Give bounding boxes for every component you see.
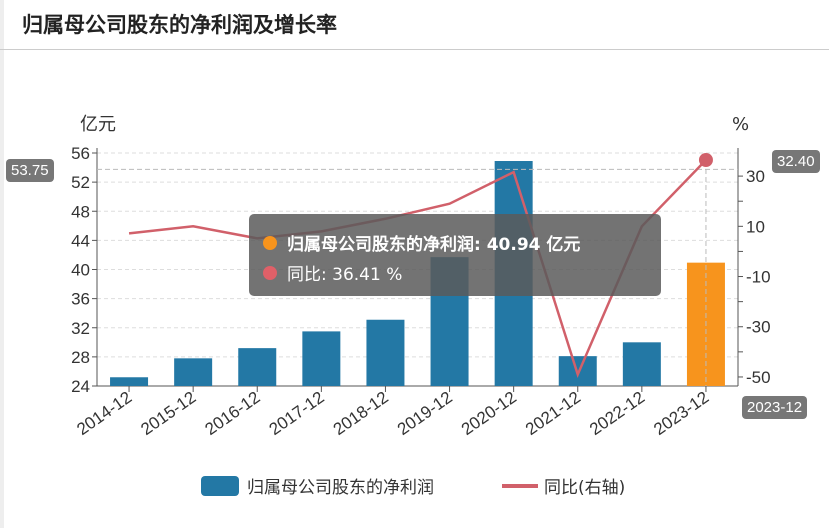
left-axis-tick-label: 44 bbox=[71, 231, 90, 250]
header: 归属母公司股东的净利润及增长率 bbox=[0, 0, 829, 50]
right-axis-tick-label: -10 bbox=[746, 268, 771, 287]
right-axis-tick-label: 30 bbox=[746, 167, 765, 186]
x-axis-tick-label: 2019-12 bbox=[394, 388, 456, 439]
legend-bar-label: 归属母公司股东的净利润 bbox=[247, 478, 434, 498]
x-axis-tick-label: 2023-12 bbox=[650, 388, 712, 439]
right-axis-tick-label: -30 bbox=[746, 318, 771, 337]
bar bbox=[174, 358, 213, 386]
right-axis-tick-label: -50 bbox=[746, 368, 771, 387]
x-axis-tick-label: 2018-12 bbox=[330, 388, 392, 439]
left-axis-tick-label: 28 bbox=[71, 348, 90, 367]
left-border bbox=[0, 0, 4, 528]
x-axis-tick-label: 2015-12 bbox=[137, 388, 199, 439]
left-axis-tick-label: 52 bbox=[71, 173, 90, 192]
x-axis-tick-label: 2016-12 bbox=[202, 388, 264, 439]
left-axis-tick-label: 56 bbox=[71, 144, 90, 163]
left-axis-tick-label: 48 bbox=[71, 202, 90, 221]
left-axis-tick-label: 40 bbox=[71, 261, 90, 280]
left-axis-unit: 亿元 bbox=[80, 114, 116, 135]
growth-line bbox=[128, 159, 707, 379]
right-axis-tick-label: 10 bbox=[746, 217, 765, 236]
bar bbox=[110, 377, 149, 386]
bar bbox=[302, 331, 341, 386]
left-axis-tick-label: 32 bbox=[71, 319, 90, 338]
page-title: 归属母公司股东的净利润及增长率 bbox=[22, 13, 337, 37]
left-axis-tick-label: 36 bbox=[71, 290, 90, 309]
x-axis-tick-label: 2022-12 bbox=[586, 388, 648, 439]
tooltip: 归属母公司股东的净利润: 40.94 亿元 同比: 36.41 % bbox=[249, 214, 661, 296]
crosshair-right-value: 32.40 bbox=[772, 150, 820, 173]
bar bbox=[622, 342, 661, 386]
growth-point-highlight bbox=[698, 153, 713, 168]
bar bbox=[366, 319, 405, 386]
crosshair-category: 2023-12 bbox=[742, 396, 808, 419]
line-series-dot-icon bbox=[263, 265, 277, 280]
x-axis-tick-label: 2021-12 bbox=[522, 388, 584, 439]
x-axis-tick-label: 2020-12 bbox=[458, 388, 520, 439]
left-axis-tick-label: 24 bbox=[71, 377, 90, 396]
crosshair-left-value: 53.75 bbox=[6, 159, 54, 182]
tooltip-line-value: 同比: 36.41 % bbox=[287, 265, 403, 285]
bar bbox=[238, 348, 277, 386]
right-axis-unit: % bbox=[732, 114, 749, 135]
bar-series-dot-icon bbox=[263, 235, 277, 250]
legend-line-label: 同比(右轴) bbox=[544, 478, 625, 498]
tooltip-bar-value: 归属母公司股东的净利润: 40.94 亿元 bbox=[287, 235, 581, 255]
x-axis-tick-label: 2017-12 bbox=[266, 388, 328, 439]
legend-bar-swatch bbox=[201, 476, 239, 496]
